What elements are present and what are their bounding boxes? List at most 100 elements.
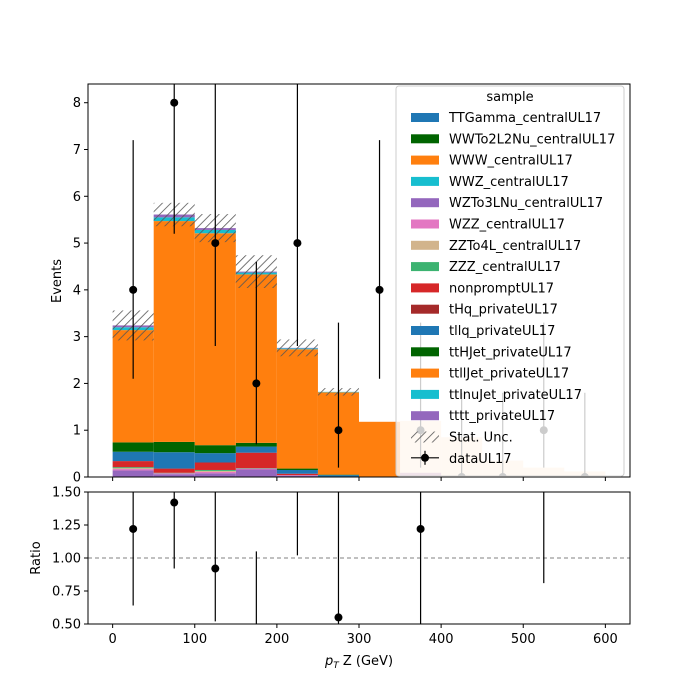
legend-swatch [411, 198, 439, 208]
data-point-6 [375, 285, 384, 294]
ratio-y-axis-label: Ratio [29, 541, 44, 574]
main-y-tick-label: 2 [73, 377, 81, 392]
legend-box [395, 85, 625, 477]
legend-label: Stat. Unc. [449, 431, 513, 446]
ratio-point-6 [416, 524, 425, 533]
bar-nonpromptUL17-bin-3 [235, 452, 277, 469]
legend-swatch [411, 283, 439, 293]
legend-label: nonpromptUL17 [449, 281, 554, 296]
legend-swatch [411, 262, 439, 272]
legend-swatch-stat-unc [411, 431, 439, 443]
bar-ZZTo4L_centralUL17-bin-0 [112, 468, 154, 470]
bar-WZZ_centralUL17-bin-2 [194, 471, 236, 474]
main-y-tick-label: 5 [73, 237, 81, 252]
legend-label: WWZ_centralUL17 [449, 175, 569, 190]
ratio-point-0 [129, 524, 138, 533]
legend-label: WWTo2L2Nu_centralUL17 [449, 132, 615, 147]
bar-tllq_privateUL17-bin-2 [194, 453, 236, 463]
legend-swatch [411, 304, 439, 314]
bar-ttHJet_privateUL17-bin-0 [112, 442, 154, 452]
legend: sample TTGamma_centralUL17 WWTo2L2Nu_centr… [395, 85, 625, 477]
ratio-point-1 [170, 498, 179, 507]
ratio-point-5 [334, 613, 343, 622]
bar-nonpromptUL17-bin-1 [153, 468, 195, 473]
ratio-x-ticks: 0 100 200 300 400 500 600 [108, 624, 618, 647]
legend-label: WZTo3LNu_centralUL17 [449, 196, 603, 211]
legend-swatch [411, 389, 439, 399]
bar-ttllJet_privateUL17-bin-4 [276, 349, 318, 469]
legend-swatch [411, 411, 439, 421]
legend-swatch [411, 134, 439, 144]
ratio-y-tick-label: 1.50 [52, 486, 81, 501]
legend-swatch [411, 347, 439, 357]
main-y-tick-label: 1 [73, 424, 81, 439]
legend-title: sample [486, 90, 533, 105]
legend-label: tHq_privateUL17 [449, 303, 558, 318]
ratio-points [129, 26, 548, 624]
ratio-point-3 [255, 623, 257, 624]
data-point-2 [211, 239, 220, 248]
legend-swatch [411, 326, 439, 335]
bar-tllq_privateUL17-bin-0 [112, 451, 154, 462]
bar-ttHJet_privateUL17-bin-3 [235, 442, 277, 447]
main-panel: 0 1 2 3 4 5 6 7 8 Events sample TTGamma_centralUL… [50, 83, 631, 486]
x-tick-label: 600 [593, 632, 618, 647]
main-y-tick-label: 3 [73, 330, 81, 345]
legend-label: tllq_privateUL17 [449, 324, 555, 339]
legend-label: dataUL17 [449, 452, 512, 467]
bar-tllq_privateUL17-bin-1 [153, 452, 195, 469]
legend-label: tttt_privateUL17 [449, 409, 555, 424]
data-point-5 [334, 426, 343, 435]
legend-label: ZZZ_centralUL17 [449, 260, 561, 275]
x-tick-label: 100 [182, 632, 207, 647]
legend-label: WZZ_centralUL17 [449, 218, 565, 233]
x-tick-label: 400 [429, 632, 454, 647]
ratio-y-tick-label: 0.75 [52, 585, 81, 600]
bar-WZTo3LNu_centralUL17-bin-3 [235, 469, 277, 477]
bar-tllq_privateUL17-bin-5 [317, 475, 359, 477]
ratio-y-tick-label: 0.50 [52, 618, 81, 633]
data-point-1 [170, 98, 179, 107]
legend-marker-point [421, 453, 429, 462]
legend-label: ttlnuJet_privateUL17 [449, 388, 582, 403]
legend-swatch [411, 113, 439, 122]
bar-ZZTo4L_centralUL17-bin-2 [194, 470, 236, 472]
data-point-4 [293, 239, 302, 248]
main-y-tick-label: 6 [73, 190, 81, 205]
bar-tllq_privateUL17-bin-3 [235, 446, 277, 453]
main-y-tick-label: 8 [73, 96, 81, 111]
legend-swatch [411, 155, 439, 165]
data-point-0 [129, 285, 138, 294]
bar-ttHJet_privateUL17-bin-2 [194, 445, 236, 454]
ratio-point-7 [540, 26, 548, 34]
bar-WZTo3LNu_centralUL17-bin-1 [153, 474, 195, 477]
legend-label: ZZTo4L_centralUL17 [449, 239, 581, 254]
ratio-y-ticks: 0.50 0.75 1.00 1.25 1.50 [52, 486, 88, 633]
bar-nonpromptUL17-bin-0 [112, 461, 154, 468]
bar-ZZZ_centralUL17-bin-2 [194, 469, 236, 471]
ratio-y-tick-label: 1.00 [52, 552, 81, 567]
main-x-ticks [112, 477, 606, 481]
bar-WZZ_centralUL17-bin-0 [112, 469, 154, 471]
bar-ZZZ_centralUL17-bin-0 [112, 467, 154, 469]
legend-label: TTGamma_centralUL17 [448, 111, 601, 126]
ratio-y-tick-label: 1.25 [52, 519, 81, 534]
bar-ttHJet_privateUL17-bin-1 [153, 441, 195, 453]
x-tick-label: 300 [347, 632, 372, 647]
main-y-axis-label: Events [50, 259, 65, 303]
bar-WZTo3LNu_centralUL17-bin-2 [194, 473, 236, 477]
x-tick-label: 0 [108, 632, 116, 647]
bar-WZTo3LNu_centralUL17-bin-0 [112, 470, 154, 477]
main-y-ticks: 0 1 2 3 4 5 6 7 8 [73, 96, 88, 486]
legend-swatch [411, 176, 439, 186]
ratio-point-2 [211, 564, 220, 573]
ratio-panel: 0.500.751.001.251.50 0 100 200 300 400 500 600… [29, 26, 631, 671]
bar-nonpromptUL17-bin-2 [194, 462, 236, 470]
main-y-tick-label: 0 [73, 471, 81, 486]
legend-swatch [411, 219, 439, 229]
main-y-tick-label: 4 [73, 283, 81, 298]
legend-label: WWW_centralUL17 [449, 154, 573, 169]
legend-swatch [411, 368, 439, 378]
ratio-axes-frame [87, 491, 631, 625]
